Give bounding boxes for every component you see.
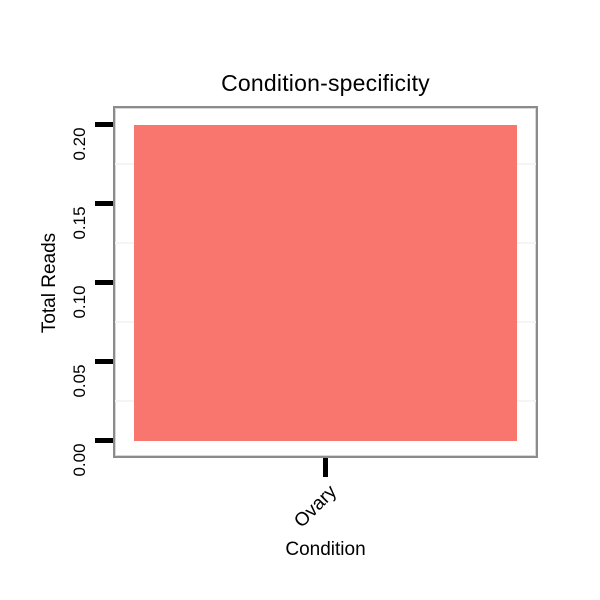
x-axis-title: Condition xyxy=(285,539,366,560)
y-tick-label: 0.10 xyxy=(70,285,89,319)
y-tick-label: 0.15 xyxy=(70,206,89,240)
plot-panel xyxy=(113,106,538,458)
y-tick-label: 0.20 xyxy=(70,127,89,161)
y-tick xyxy=(95,359,113,364)
y-tick xyxy=(95,122,113,127)
y-tick xyxy=(95,280,113,285)
bar-ovary xyxy=(134,125,517,441)
y-axis-title: Total Reads xyxy=(39,232,60,334)
x-tick xyxy=(323,458,328,477)
y-tick-label: 0.00 xyxy=(70,443,89,477)
chart-title: Condition-specificity xyxy=(221,70,430,96)
y-tick xyxy=(95,201,113,206)
x-category-label: Ovary xyxy=(290,481,341,532)
y-tick-label: 0.05 xyxy=(70,364,89,398)
y-tick xyxy=(95,438,113,443)
